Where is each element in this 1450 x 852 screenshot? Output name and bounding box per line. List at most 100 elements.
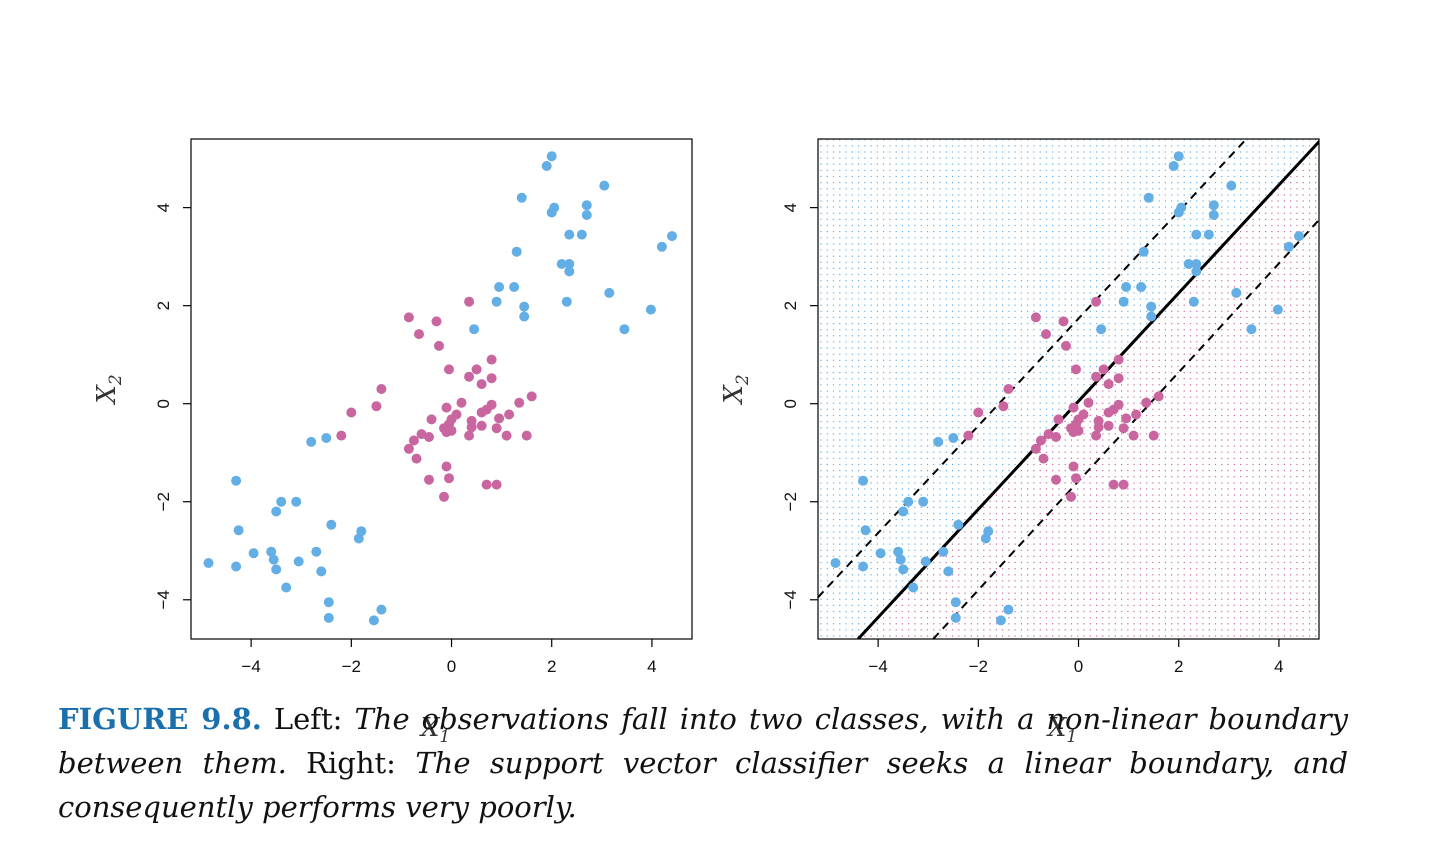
purple-point — [424, 474, 434, 485]
blue-point — [1121, 282, 1132, 292]
left-x-tick-label: 0 — [447, 657, 456, 676]
blue-point — [268, 554, 279, 565]
blue-point — [326, 519, 337, 530]
purple-point — [1071, 473, 1081, 484]
blue-point — [231, 475, 242, 486]
blue-point — [1138, 246, 1149, 257]
purple-point — [526, 391, 537, 402]
caption-right-word: Right: — [286, 746, 416, 780]
left-points — [203, 151, 677, 626]
purple-point — [491, 423, 502, 434]
purple-point — [464, 371, 475, 382]
blue-point — [950, 612, 961, 623]
blue-point — [980, 533, 991, 544]
right-points — [830, 151, 1304, 626]
purple-point — [466, 422, 477, 433]
blue-point — [995, 615, 1006, 626]
blue-point — [541, 161, 552, 171]
blue-point — [830, 558, 841, 568]
purple-point — [486, 354, 497, 365]
purple-point — [424, 432, 434, 442]
left-plot-frame — [190, 138, 693, 640]
purple-point — [1071, 364, 1081, 375]
blue-point — [494, 282, 505, 292]
right-plot-frame — [817, 138, 1320, 640]
purple-point — [434, 340, 444, 351]
purple-point — [481, 479, 492, 490]
blue-point — [353, 533, 364, 544]
blue-point — [1246, 324, 1257, 335]
caption-left-word: Left: — [261, 702, 355, 736]
blue-point — [368, 615, 379, 626]
purple-point — [1038, 453, 1049, 464]
purple-point — [1068, 427, 1079, 438]
purple-point — [963, 430, 974, 441]
blue-point — [1183, 259, 1194, 269]
left-y-tick-label: −2 — [154, 492, 173, 511]
blue-point — [893, 546, 904, 557]
purple-point — [1103, 407, 1114, 418]
purple-point — [346, 407, 357, 418]
left-x-tick-label: 2 — [547, 657, 556, 676]
blue-point — [898, 506, 909, 517]
blue-point — [564, 229, 575, 240]
purple-point — [491, 479, 502, 490]
blue-point — [546, 207, 557, 218]
blue-point — [281, 582, 292, 593]
blue-point — [581, 200, 592, 211]
blue-point — [491, 296, 502, 307]
blue-point — [561, 296, 572, 307]
figure-caption: FIGURE 9.8. Left: The observations fall … — [58, 697, 1348, 829]
blue-point — [938, 546, 949, 557]
blue-point — [266, 546, 277, 557]
blue-point — [1173, 207, 1184, 218]
purple-point — [1108, 479, 1119, 490]
blue-point — [1294, 231, 1304, 242]
blue-point — [667, 231, 677, 242]
purple-point — [1148, 430, 1159, 441]
right-y-tick-label: −4 — [781, 590, 800, 609]
blue-point — [233, 525, 244, 536]
blue-point — [656, 241, 667, 252]
left-x-axis-title: X1 — [419, 713, 450, 747]
blue-point — [311, 546, 322, 557]
purple-point — [1131, 409, 1142, 420]
purple-point — [1093, 422, 1104, 433]
purple-point — [1061, 340, 1071, 351]
blue-point — [1146, 301, 1157, 312]
purple-point — [1113, 354, 1124, 365]
blue-point — [293, 556, 304, 567]
purple-point — [998, 401, 1009, 412]
purple-point — [1153, 391, 1164, 402]
blue-point — [519, 311, 530, 322]
purple-point — [408, 435, 419, 446]
purple-point — [464, 430, 475, 441]
purple-point — [1103, 379, 1114, 390]
purple-point — [444, 364, 454, 375]
purple-point — [1003, 384, 1014, 394]
purple-point — [1091, 296, 1102, 307]
blue-point — [1003, 604, 1014, 615]
purple-point — [416, 429, 427, 440]
blue-point — [1231, 287, 1242, 298]
decision-boundary-line — [856, 139, 1319, 639]
blue-point — [1143, 192, 1154, 203]
purple-point — [403, 443, 414, 454]
blue-point — [1096, 324, 1107, 335]
blue-point — [376, 604, 387, 615]
purple-point — [501, 430, 512, 441]
purple-point — [476, 420, 487, 431]
purple-point — [376, 384, 387, 394]
blue-point — [1272, 304, 1283, 315]
caption-label: FIGURE 9.8. — [58, 702, 262, 736]
blue-point — [323, 597, 334, 608]
blue-point — [203, 558, 214, 568]
left-y-tick-label: 2 — [154, 301, 173, 310]
blue-point — [953, 519, 964, 530]
purple-point — [1068, 402, 1079, 413]
purple-point — [1030, 312, 1041, 323]
blue-point — [1136, 282, 1147, 292]
caption-left-text: The observations fall into two classes, … — [58, 702, 1348, 780]
left-y-axis-title: X2 — [92, 374, 126, 405]
